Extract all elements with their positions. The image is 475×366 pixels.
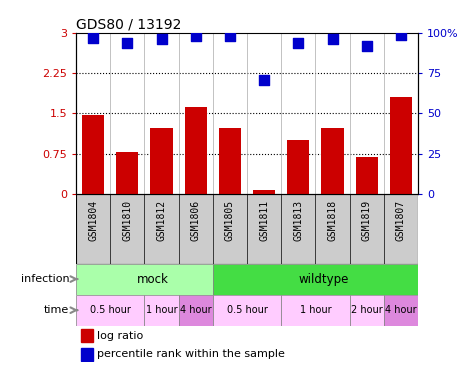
Point <box>192 33 200 39</box>
Point <box>329 37 336 42</box>
Point <box>260 77 268 83</box>
Point <box>397 31 405 37</box>
Text: GDS80 / 13192: GDS80 / 13192 <box>76 18 181 32</box>
Bar <box>81 348 93 361</box>
Text: mock: mock <box>137 273 169 285</box>
Bar <box>350 295 384 326</box>
Text: 4 hour: 4 hour <box>385 305 417 315</box>
Bar <box>356 157 378 194</box>
Bar <box>151 128 172 194</box>
Bar <box>76 295 144 326</box>
Text: 4 hour: 4 hour <box>180 305 211 315</box>
Bar <box>384 295 418 326</box>
Text: 0.5 hour: 0.5 hour <box>90 305 131 315</box>
Point <box>363 43 371 49</box>
Bar <box>144 295 179 326</box>
Bar <box>219 128 241 194</box>
Point <box>89 35 97 41</box>
Bar <box>287 140 309 194</box>
Text: 2 hour: 2 hour <box>351 305 382 315</box>
Text: 0.5 hour: 0.5 hour <box>227 305 267 315</box>
Bar <box>281 295 350 326</box>
Text: GSM1818: GSM1818 <box>327 199 338 241</box>
Bar <box>179 295 213 326</box>
Text: percentile rank within the sample: percentile rank within the sample <box>97 349 285 359</box>
Text: wildtype: wildtype <box>299 273 349 285</box>
Text: GSM1810: GSM1810 <box>122 199 133 241</box>
Text: infection: infection <box>20 274 69 284</box>
Point <box>158 37 165 42</box>
Bar <box>390 97 412 194</box>
Point <box>124 40 131 45</box>
Bar <box>185 107 207 194</box>
Point <box>294 40 302 45</box>
Bar <box>213 264 418 295</box>
Text: GSM1807: GSM1807 <box>396 199 406 241</box>
Bar <box>116 152 138 194</box>
Bar <box>322 128 343 194</box>
Text: GSM1805: GSM1805 <box>225 199 235 241</box>
Bar <box>76 264 213 295</box>
Bar <box>253 190 275 194</box>
Text: time: time <box>44 305 69 315</box>
Text: GSM1804: GSM1804 <box>88 199 98 241</box>
Point <box>226 33 234 39</box>
Text: GSM1819: GSM1819 <box>361 199 372 241</box>
Bar <box>82 115 104 194</box>
Text: GSM1811: GSM1811 <box>259 199 269 241</box>
Text: GSM1806: GSM1806 <box>190 199 201 241</box>
Text: GSM1813: GSM1813 <box>293 199 304 241</box>
Text: 1 hour: 1 hour <box>146 305 177 315</box>
Text: log ratio: log ratio <box>97 331 143 341</box>
Bar <box>213 295 281 326</box>
Text: 1 hour: 1 hour <box>300 305 331 315</box>
Bar <box>81 329 93 342</box>
Text: GSM1812: GSM1812 <box>156 199 167 241</box>
